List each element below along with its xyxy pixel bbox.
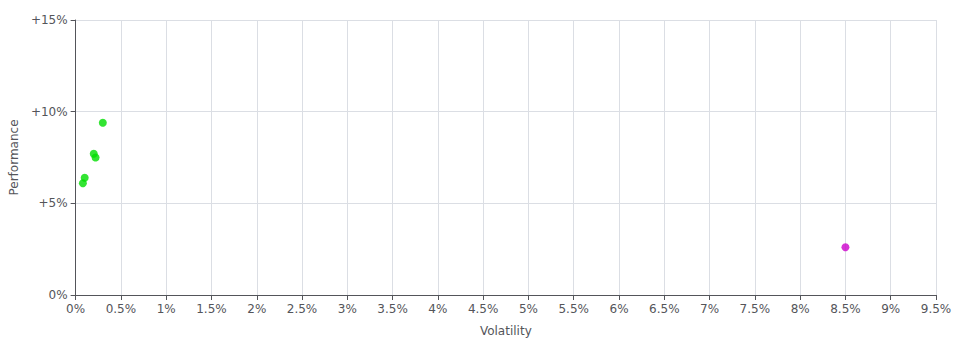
svg-text:0%: 0% [66,302,85,316]
svg-text:3.5%: 3.5% [377,302,408,316]
svg-text:6.5%: 6.5% [649,302,680,316]
svg-text:0.5%: 0.5% [106,302,136,316]
svg-text:7.5%: 7.5% [740,302,771,316]
svg-text:6%: 6% [609,302,628,316]
svg-text:4%: 4% [428,302,447,316]
svg-text:1.5%: 1.5% [196,302,227,316]
svg-text:8%: 8% [791,302,810,316]
svg-text:+10%: +10% [31,105,68,119]
svg-text:2.5%: 2.5% [287,302,318,316]
svg-text:4.5%: 4.5% [468,302,499,316]
svg-text:1%: 1% [157,302,176,316]
svg-text:0%: 0% [49,288,68,302]
svg-text:8.5%: 8.5% [830,302,861,316]
svg-text:9.5%: 9.5% [921,302,952,316]
svg-text:Volatility: Volatility [480,324,532,338]
svg-text:5.5%: 5.5% [558,302,589,316]
svg-text:9%: 9% [881,302,900,316]
svg-text:7%: 7% [700,302,719,316]
svg-text:+5%: +5% [39,196,68,210]
svg-text:2%: 2% [247,302,266,316]
svg-text:3%: 3% [338,302,357,316]
svg-text:+15%: +15% [31,13,68,27]
svg-text:Performance: Performance [7,119,21,195]
svg-text:5%: 5% [519,302,538,316]
